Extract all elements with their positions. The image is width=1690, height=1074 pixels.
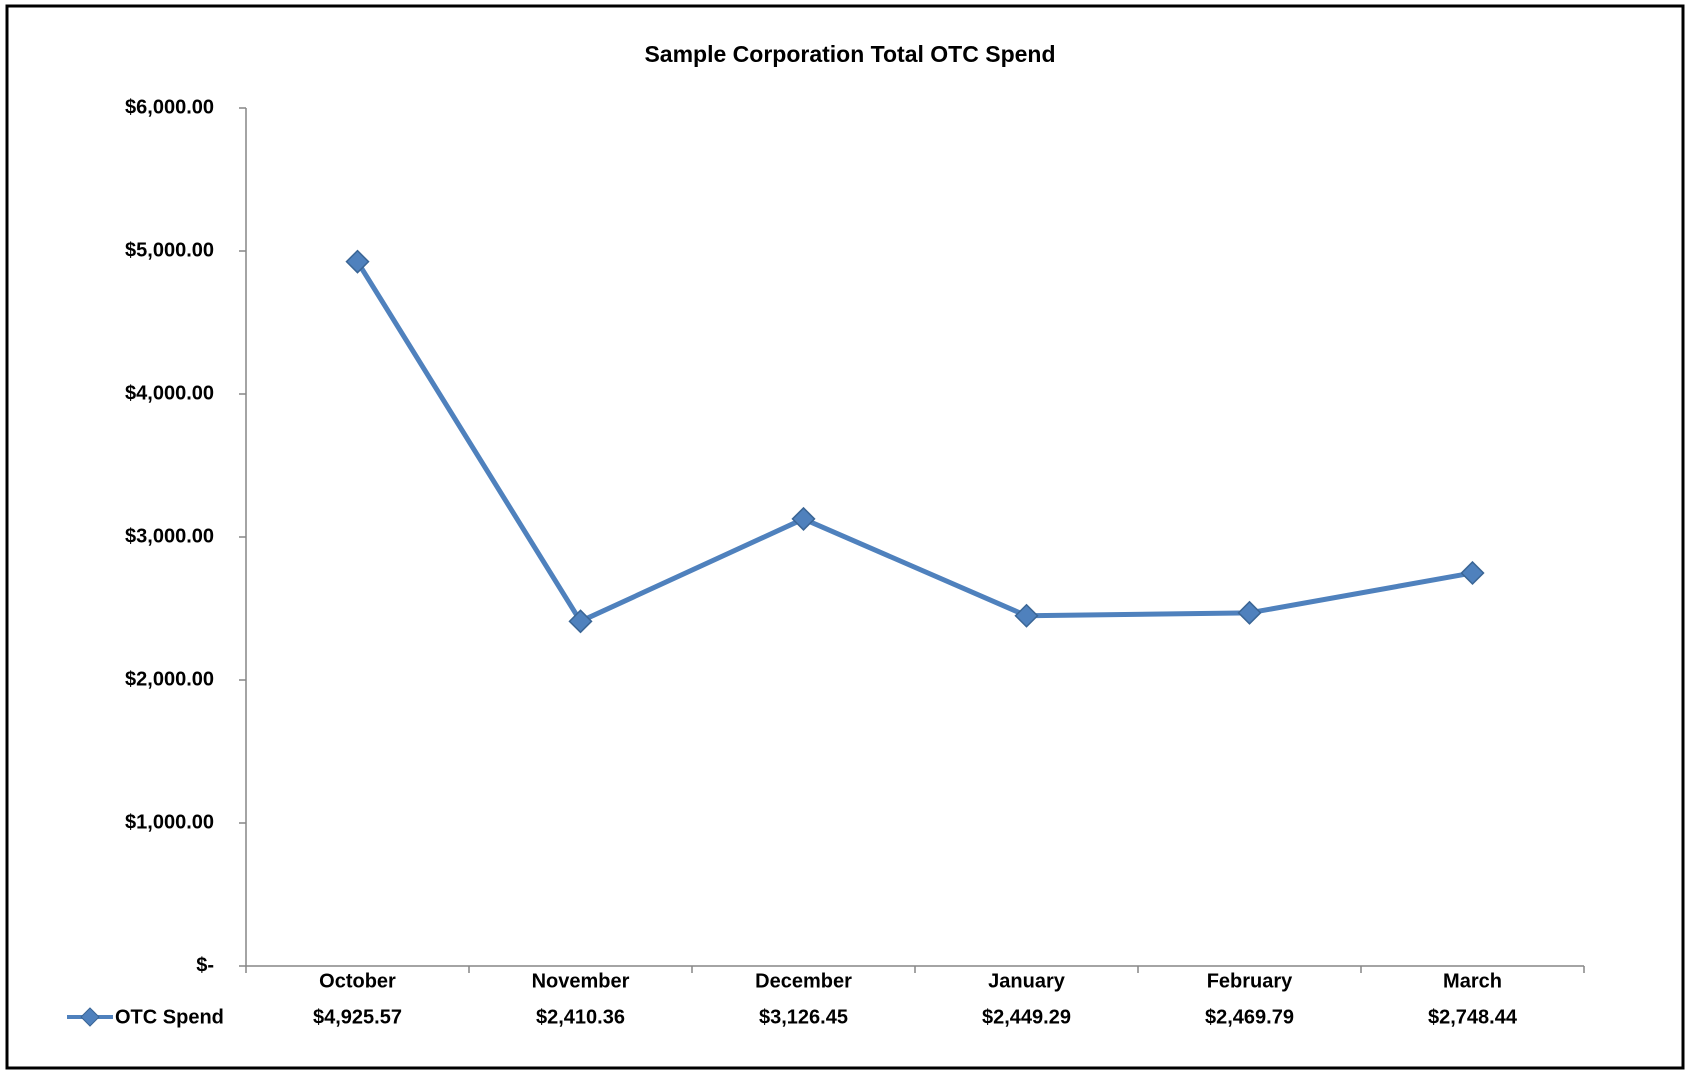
data-point [568,609,593,634]
data-point [1014,603,1039,628]
data-table-value: $4,925.57 [313,1006,402,1028]
data-point [1237,600,1262,625]
legend-label: OTC Spend [115,1006,224,1028]
y-tick-label: $- [196,954,214,976]
y-tick-label: $1,000.00 [125,811,214,833]
x-tick-label: January [988,970,1066,992]
data-point [1460,560,1485,586]
legend-marker [80,1007,100,1027]
data-table-value: $2,748.44 [1428,1006,1518,1028]
data-table-value: $2,469.79 [1205,1006,1294,1028]
y-tick-label: $5,000.00 [125,239,214,261]
y-tick-label: $2,000.00 [125,668,214,690]
y-tick-label: $6,000.00 [125,96,214,118]
x-tick-label: February [1207,970,1293,992]
data-table-value: $3,126.45 [759,1006,848,1028]
x-tick-label: December [755,970,852,992]
x-tick-label: March [1443,970,1502,992]
series-line [355,260,1473,624]
data-point [791,506,816,531]
chart-title: Sample Corporation Total OTC Spend [644,41,1055,67]
data-table-value: $2,449.29 [982,1006,1071,1028]
x-tick-label: November [532,970,630,992]
y-tick-label: $3,000.00 [125,525,214,547]
y-tick-label: $4,000.00 [125,382,214,404]
data-table-value: $2,410.36 [536,1006,625,1028]
data-point [345,249,370,274]
x-tick-label: October [319,970,396,992]
